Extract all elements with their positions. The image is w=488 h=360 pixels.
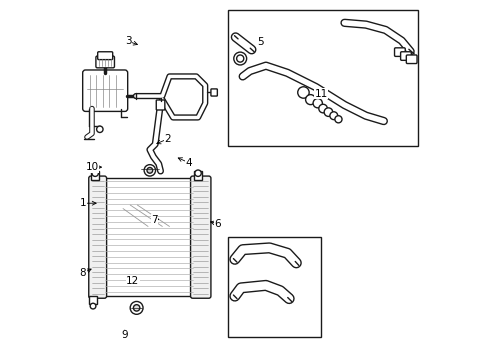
Circle shape [236,55,244,62]
FancyBboxPatch shape [82,70,127,111]
Bar [102,178,196,296]
Circle shape [97,126,103,132]
Text: 5: 5 [257,37,264,48]
Text: 7: 7 [151,215,158,225]
Circle shape [133,305,140,311]
Circle shape [194,170,201,176]
Bar [88,296,97,304]
Circle shape [297,87,308,98]
Bar [228,237,321,337]
FancyBboxPatch shape [406,55,416,64]
FancyBboxPatch shape [88,176,106,298]
Circle shape [318,104,326,113]
Text: 9: 9 [122,330,128,341]
Circle shape [233,52,246,65]
Bar [91,171,99,180]
Text: 11: 11 [314,89,327,99]
Bar [228,10,417,146]
Text: 10: 10 [85,162,98,172]
Text: 8: 8 [80,268,86,278]
Circle shape [305,95,315,105]
Circle shape [324,108,332,116]
Text: 1: 1 [80,198,86,208]
FancyBboxPatch shape [98,52,112,60]
Bar [193,171,202,180]
FancyBboxPatch shape [96,56,114,68]
Circle shape [147,167,152,173]
Circle shape [334,116,341,123]
Circle shape [130,301,143,314]
FancyBboxPatch shape [156,100,164,110]
Circle shape [144,165,155,176]
Text: 4: 4 [185,158,192,168]
Circle shape [312,99,322,108]
FancyBboxPatch shape [400,52,410,60]
Circle shape [90,303,96,309]
FancyBboxPatch shape [210,89,217,96]
FancyBboxPatch shape [394,48,405,57]
Text: 12: 12 [126,276,139,286]
Circle shape [92,170,98,176]
Text: 2: 2 [164,134,171,144]
Text: 6: 6 [214,219,221,229]
Circle shape [329,112,337,120]
Text: 3: 3 [125,36,131,46]
FancyBboxPatch shape [190,176,210,298]
